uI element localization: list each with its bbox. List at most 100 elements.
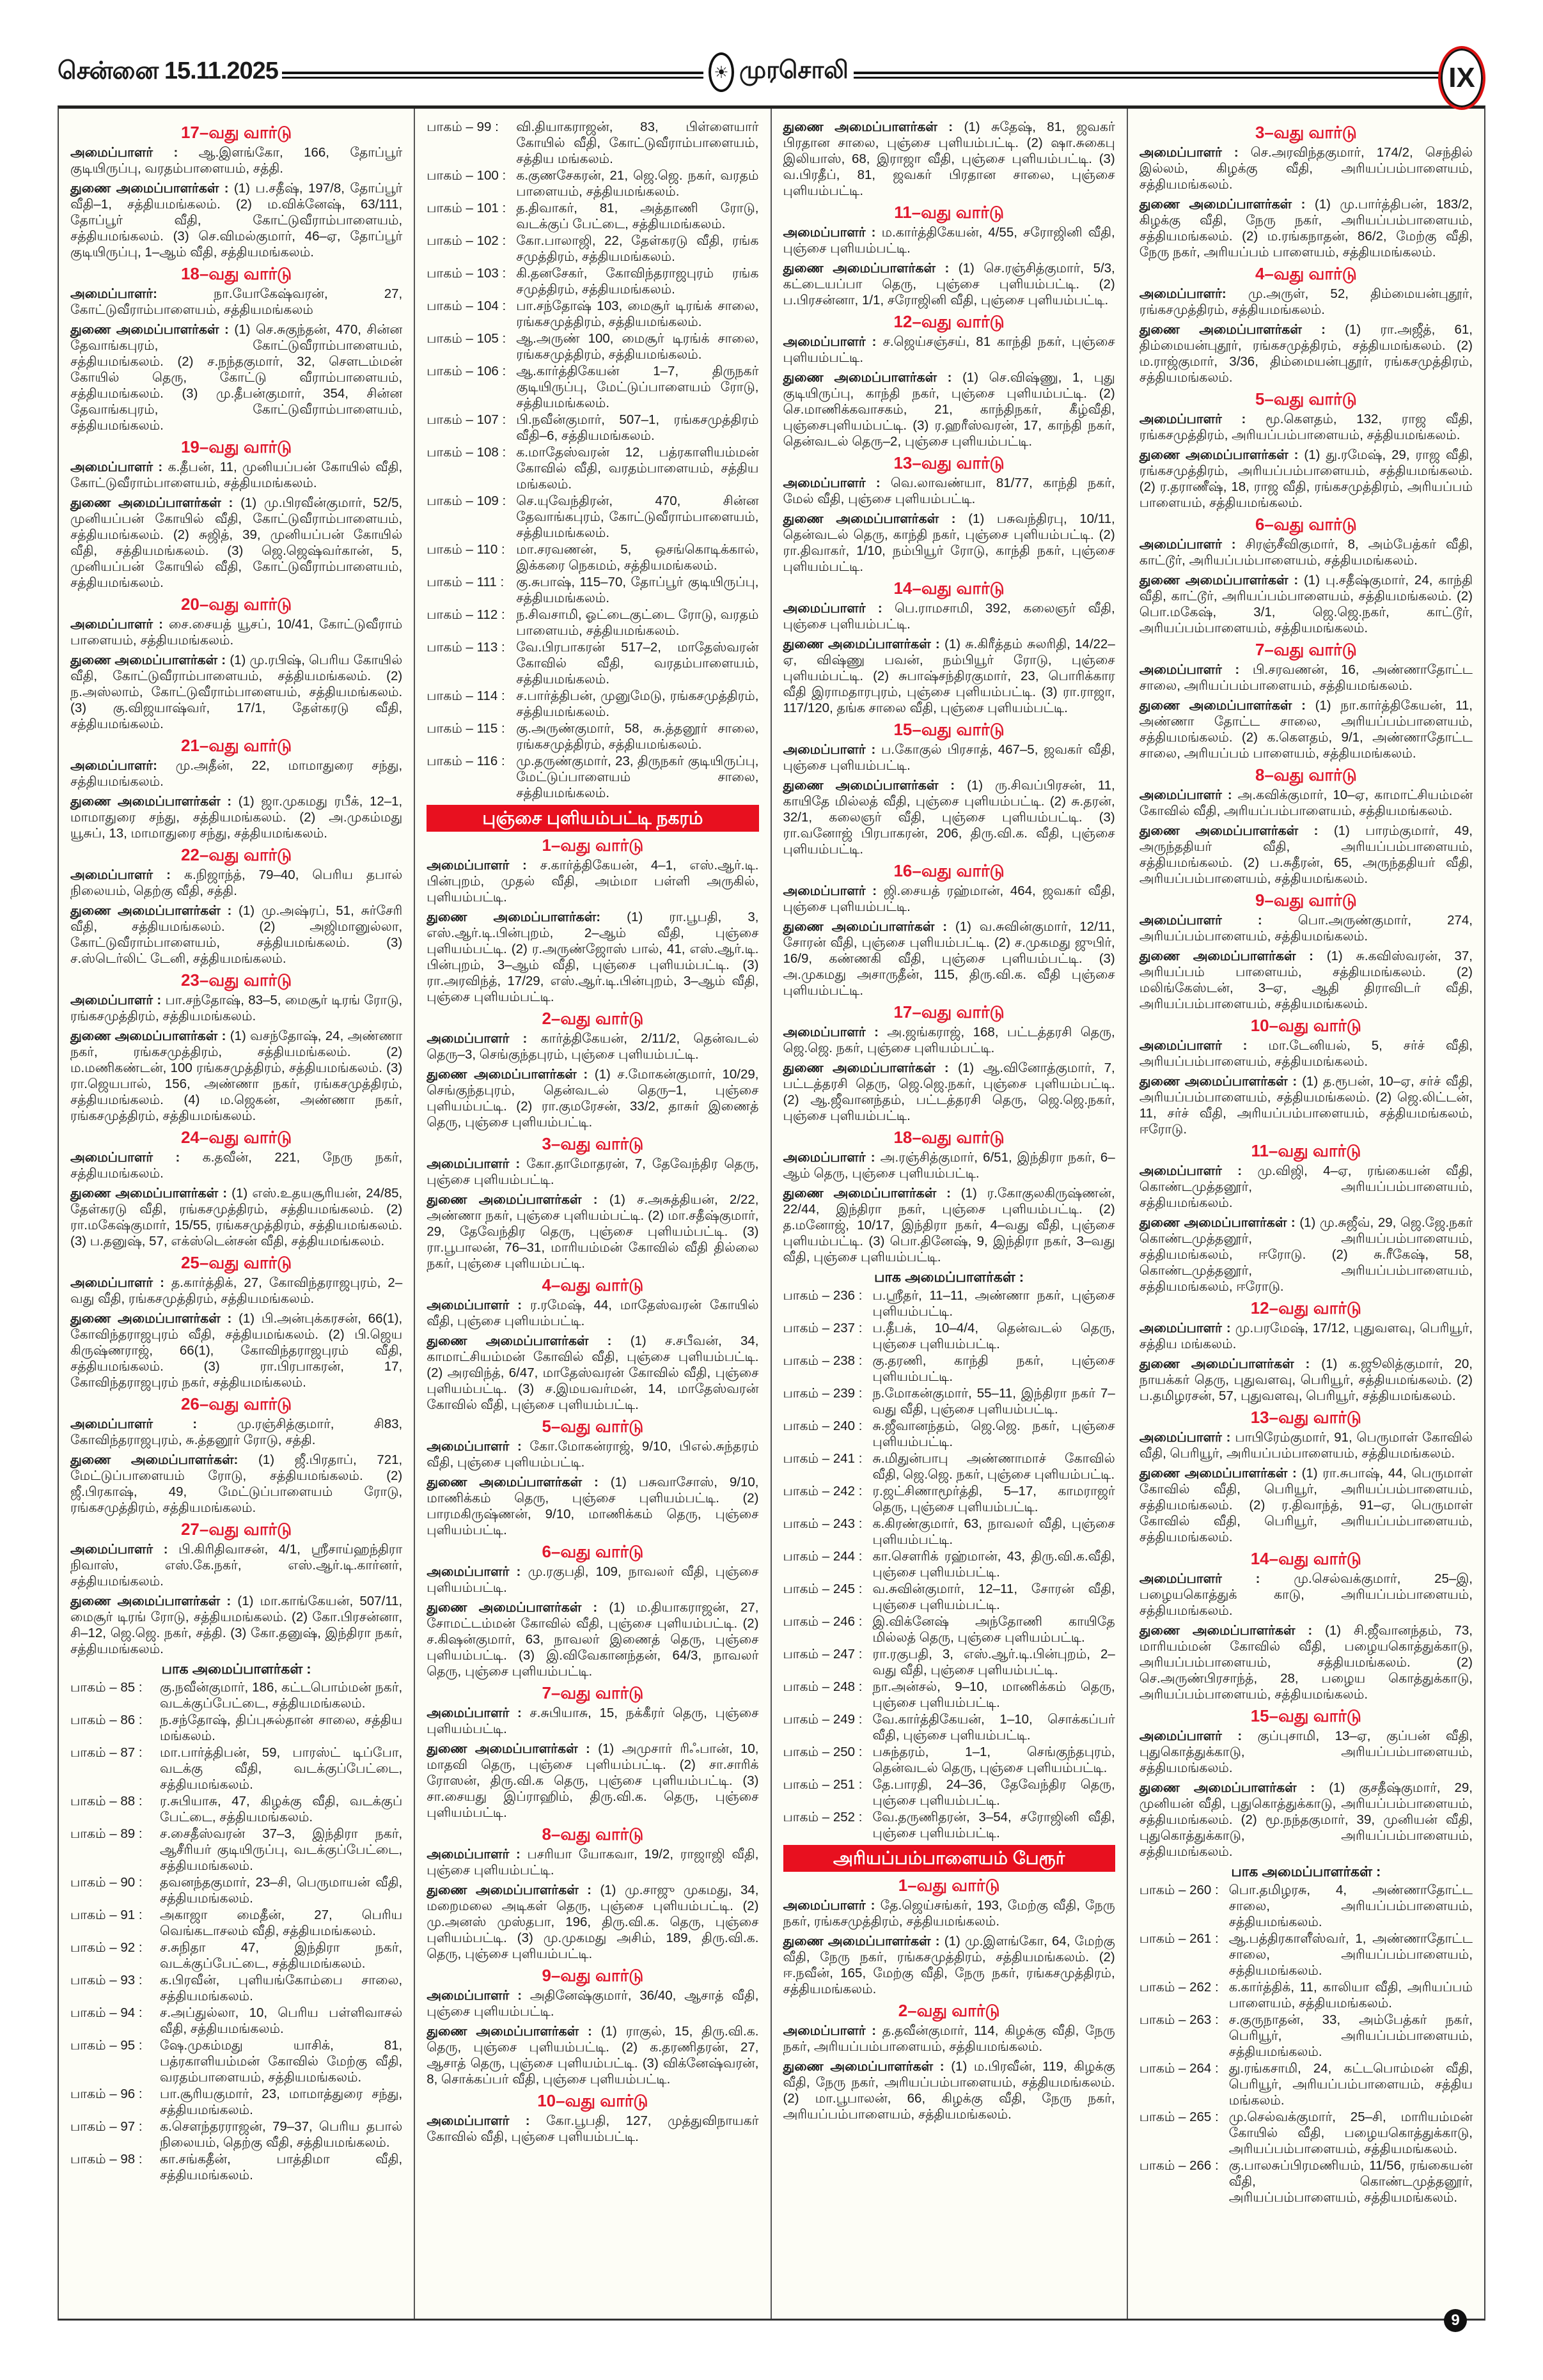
booth-number-text: பாகம் – 113 — [427, 640, 498, 655]
organiser-entry: அமைப்பாளர் : ச.ஜெய்சஞ்சய், 81 காந்தி நகர… — [783, 334, 1115, 366]
booth-details: வே.கார்த்திகேயன், 1–10, சொக்கப்பர் வீதி,… — [872, 1712, 1115, 1743]
organiser-entry: துணை அமைப்பாளர்கள் : (1) ப.சதீஷ், 197/8,… — [70, 180, 402, 260]
organiser-details: ர.ரமேஷ், 44, மாதேஸ்வரன் கோயில் வீதி, புஞ… — [427, 1298, 759, 1328]
booth-entry: பாகம் – 112 : ந.சிவசாமி, ஓட்டைகுட்டை ரோடு… — [427, 607, 758, 639]
organiser-entry: துணை அமைப்பாளர்கள் : (1) வ.சுவின்குமார்,… — [783, 919, 1115, 999]
organiser-details: (1) மு.ரபிஷ், பெரிய கோயில் வீதி, கோட்டுவ… — [70, 653, 403, 731]
booth-details: ப.ஸ்ரீதர், 11–11, அண்ணா நகர், புஞ்சை புள… — [872, 1288, 1115, 1319]
organiser-details: மூ.கௌதம், 132, ராஜ வீதி, ரங்கசமுத்திரம்,… — [1139, 412, 1473, 442]
organiser-role-label: துணை அமைப்பாளர்கள் : — [783, 637, 940, 651]
organiser-role-label: அமைப்பாளர் : — [1139, 412, 1246, 426]
booth-entry: பாகம் – 240 : சு.ஜீவானந்தம், ஜெ.ஜெ. நகர்,… — [783, 1418, 1115, 1450]
booth-details: செ.யுவேந்திரன், 470, சின்ன தேவாங்கபுரம்,… — [516, 494, 759, 540]
organiser-entry: துணை அமைப்பாளர்கள் : (1) ம.தியாகராஜன், 2… — [427, 1599, 758, 1679]
organiser-details: பசரியா யோகவா, 19/2, ராஜாஜி வீதி, புஞ்சை … — [427, 1847, 759, 1878]
booth-number-text: பாகம் – 265 — [1139, 2110, 1212, 2124]
booth-number-text: பாகம் – 116 — [427, 754, 498, 768]
booth-entry: பாகம் – 97 : க.சௌந்தரராஜன், 79–37, பெரிய … — [70, 2119, 402, 2151]
booth-number: பாகம் – 263 : — [1139, 2012, 1219, 2027]
booth-entry: பாகம் – 247 : ரா.ரகுபதி, 3, எஸ்.ஆர்.டி.பி… — [783, 1646, 1115, 1678]
organiser-entry: அமைப்பாளர் : பி.கிரிதிவாசன், 4/1, ஸ்ரீசா… — [70, 1541, 402, 1589]
booth-entry: பாகம் – 237 : ப.தீபக், 10–4/4, தென்வடல் த… — [783, 1320, 1115, 1352]
organiser-details: மு.அதீன், 22, மாமாதுரை சந்து, சத்தியமங்க… — [70, 758, 403, 789]
booth-entry: பாகம் – 248 : நா.அன்சல், 9–10, மாணிக்கம் … — [783, 1679, 1115, 1711]
booth-entry: பாகம் – 91 : அகாஜா மைதீன், 27, பெரிய வெங்… — [70, 1907, 402, 1939]
organiser-details: (1) செ.ரஞ்சித்குமார், 5/3, கட்டையப்பா தெ… — [783, 261, 1115, 307]
organiser-details: பி.கிரிதிவாசன், 4/1, ஸ்ரீசாய்ஹந்திரா நிவ… — [70, 1542, 403, 1589]
booth-entry: பாகம் – 96 : பா.சூரியகுமார், 23, மாமாத்து… — [70, 2086, 402, 2118]
organiser-role-label: அமைப்பாளர் : — [1139, 662, 1240, 677]
organiser-entry: துணை அமைப்பாளர்கள் : (1) மு.பார்த்திபன்,… — [1140, 196, 1473, 260]
column-1: 17–வது வார்டு அமைப்பாளர் : ஆ.இளங்கோ, 166,… — [59, 109, 416, 2319]
organiser-role-label: துணை அமைப்பாளர்கள் : — [783, 1061, 949, 1075]
page-roman-badge: IX — [1438, 46, 1485, 110]
booth-number-text: பாகம் – 102 — [427, 233, 499, 248]
organiser-role-label: துணை அமைப்பாளர்கள் : — [70, 1594, 231, 1608]
booth-number: பாகம் – 88 : — [70, 1794, 143, 1808]
ward-heading: 18–வது வார்டு — [893, 1128, 1005, 1147]
booth-number: பாகம் – 94 : — [70, 2005, 143, 2020]
booth-entry: பாகம் – 266 : கு.பாலசுப்பிரமணியம், 11/56,… — [1140, 2158, 1473, 2205]
booth-details: பி.நவீன்குமார், 507–1, ரங்கசமுத்திரம் வீ… — [516, 412, 759, 443]
booth-details: தவனந்தகுமார், 23–சி, பெருமாயன் வீதி, சத்… — [160, 1875, 403, 1906]
organiser-role-label: அமைப்பாளர் : — [427, 1564, 521, 1579]
organiser-details: (1) பசுவாசோஸ், 9/10, மாணிக்கம் தெரு, புஞ… — [427, 1475, 759, 1537]
organiser-details: பா.சந்தோஷ், 83–5, மைசூர் டிரங் ரோடு, ரங்… — [70, 993, 403, 1023]
booth-entry: பாகம் – 242 : ர.ஜட்சிணாமூர்த்தி, 5–17, கா… — [783, 1483, 1115, 1515]
ward-heading: 15–வது வார்டு — [893, 720, 1005, 739]
booth-number: பாகம் – 115 : — [427, 721, 505, 736]
booth-entry: பாகம் – 114 : ச.பார்த்திபன், முனுமேடு, ரங… — [427, 688, 758, 720]
booth-entry: பாகம் – 105 : ஆ.அருண் 100, மைசூர் டிரங்க்… — [427, 331, 758, 362]
booth-entry: பாகம் – 241 : சு.மிதுன்பாபு அண்ணாமாச் கோவ… — [783, 1451, 1115, 1482]
organiser-entry: அமைப்பாளர் : ச.சுபியாசு, 15, நக்கீரர் தெ… — [427, 1705, 758, 1737]
booth-entry: பாகம் – 86 : ந.சந்தோஷ், திப்புசுல்தான் சா… — [70, 1712, 402, 1744]
organiser-role-label: அமைப்பாளர் : — [70, 1150, 180, 1165]
organiser-entry: அமைப்பாளர் : மு.செல்வக்குமார், 25–இ, பழை… — [1140, 1571, 1473, 1619]
booth-number-text: பாகம் – 96 — [70, 2087, 136, 2101]
organiser-role-label: அமைப்பாளர் : — [783, 2023, 877, 2038]
booth-number-text: பாகம் – 91 — [70, 1908, 136, 1922]
booth-number: பாகம் – 251 : — [783, 1777, 863, 1792]
organiser-entry: அமைப்பாளர் : கோ.பூபதி, 127, முத்துவிநாயக… — [427, 2113, 758, 2145]
booth-number-text: பாகம் – 100 — [427, 168, 499, 183]
ward-heading: 9–வது வார்டு — [542, 1966, 644, 1985]
organiser-details: (1) க.ஜூலித்குமார், 20, நாயக்கர் தெரு, ப… — [1139, 1357, 1473, 1403]
ward-heading: 24–வது வார்டு — [180, 1128, 292, 1147]
ward-heading: 6–வது வார்டு — [1255, 515, 1357, 534]
organiser-details: (1) குசதீஷ்குமார், 29, முனியன் வீதி, புத… — [1139, 1780, 1473, 1859]
booth-details: ச.அப்துல்லா, 10, பெரிய பள்ளிவாசல் வீதி, … — [160, 2005, 403, 2036]
organiser-details: (1) சு.கிரீத்தம் சுலரிதி, 14/22–ஏ, விஷ்ண… — [783, 637, 1115, 715]
organiser-details: ம.கார்த்திகேயன், 4/55, சரோஜினி வீதி, புஞ… — [783, 225, 1115, 256]
organiser-details: (1) மு.பிரவீன்குமார், 52/5, முனியப்பன் க… — [70, 495, 403, 590]
booth-number-text: பாகம் – 90 — [70, 1875, 136, 1890]
organiser-entry: துணை அமைப்பாளர்கள் : (1) மு.சுஜீவ், 29, … — [1140, 1215, 1473, 1295]
organiser-entry: துணை அமைப்பாளர்கள் : (1) ம.பிரவீன், 119,… — [783, 2058, 1115, 2122]
organiser-entry: அமைப்பாளர் : மு.விஜி, 4–ஏ, ரங்கையன் வீதி… — [1140, 1163, 1473, 1211]
booth-number-text: பாகம் – 92 — [70, 1940, 136, 1955]
organiser-role-label: அமைப்பாளர் : — [783, 1025, 879, 1039]
booth-entry: பாகம் – 108 : க.மாதேஸ்வரன் 12, பத்ரகாளியம… — [427, 444, 758, 492]
organiser-entry: துணை அமைப்பாளர்கள் : (1) மு.ரபிஷ், பெரிய… — [70, 652, 402, 732]
ward-heading: 1–வது வார்டு — [898, 1876, 1000, 1895]
organiser-entry: துணை அமைப்பாளர்கள் : (1) மு.இளங்கோ, 64, … — [783, 1933, 1115, 1997]
booth-number-text: பாகம் – 242 — [783, 1484, 856, 1498]
organiser-role-label: துணை அமைப்பாளர்கள் : — [70, 1311, 232, 1326]
organiser-role-label: அமைப்பாளர் : — [70, 145, 178, 160]
booth-entry: பாகம் – 113 : வே.பிரபாகரன் 517–2, மாதேஸ்வ… — [427, 639, 758, 687]
organiser-role-label: அமைப்பாளர் : — [783, 334, 877, 349]
organiser-role-label: துணை அமைப்பாளர்கள் : — [1139, 197, 1306, 212]
organiser-entry: அமைப்பாளர் : மு.ரஞ்சித்குமார், சி83, கோவ… — [70, 1416, 402, 1448]
section-banner: புஞ்சை புளியம்பட்டி நகரம் — [427, 805, 759, 832]
booth-number: பாகம் – 109 : — [427, 494, 506, 508]
organiser-entry: துணை அமைப்பாளர்கள் : (1) நா.கார்த்திகேயன… — [1140, 697, 1473, 761]
ward-heading: 19–வது வார்டு — [180, 437, 292, 456]
organiser-role-label: துணை அமைப்பாளர்கள் : — [783, 511, 956, 526]
organiser-details: (1) பு.சதீஷ்குமார், 24, காந்தி வீதி, காட… — [1139, 573, 1473, 635]
booth-details: கா.சங்கதீன், பாத்திமா வீதி, சத்தியமங்கலம… — [160, 2152, 403, 2182]
booth-number-text: பாகம் – 264 — [1139, 2061, 1212, 2076]
ward-heading: 5–வது வார்டு — [1255, 389, 1357, 408]
booth-details: மு.தருண்குமார், 23, திருநகர் குடியிருப்ப… — [516, 754, 759, 800]
organiser-role-label: துணை அமைப்பாளர்கள் : — [427, 1192, 598, 1207]
booth-details: ச.சைதீஸ்வரன் 37–3, இந்திரா நகர், ஆசீரியர… — [160, 1826, 403, 1873]
ward-heading: 11–வது வார்டு — [1251, 1141, 1361, 1160]
